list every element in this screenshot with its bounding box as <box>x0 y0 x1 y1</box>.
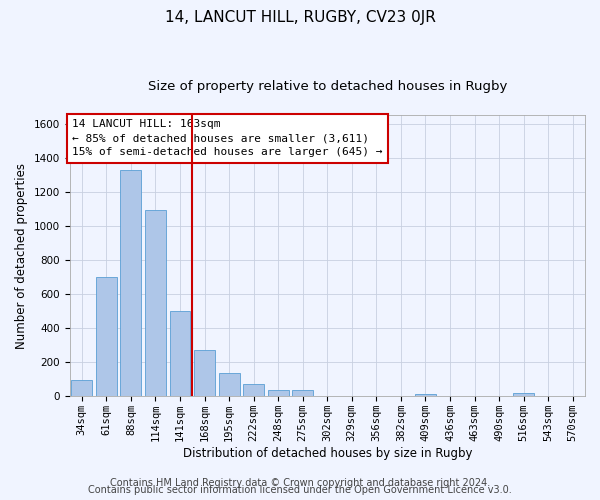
Bar <box>513 393 534 396</box>
Bar <box>218 373 239 396</box>
Title: Size of property relative to detached houses in Rugby: Size of property relative to detached ho… <box>148 80 507 93</box>
Bar <box>415 394 436 396</box>
Text: Contains HM Land Registry data © Crown copyright and database right 2024.: Contains HM Land Registry data © Crown c… <box>110 478 490 488</box>
X-axis label: Distribution of detached houses by size in Rugby: Distribution of detached houses by size … <box>182 447 472 460</box>
Bar <box>268 390 289 396</box>
Text: Contains public sector information licensed under the Open Government Licence v3: Contains public sector information licen… <box>88 485 512 495</box>
Bar <box>121 170 142 396</box>
Bar <box>243 384 264 396</box>
Y-axis label: Number of detached properties: Number of detached properties <box>15 162 28 348</box>
Bar <box>71 380 92 396</box>
Bar <box>170 311 190 396</box>
Bar <box>145 210 166 396</box>
Bar <box>194 350 215 397</box>
Text: 14, LANCUT HILL, RUGBY, CV23 0JR: 14, LANCUT HILL, RUGBY, CV23 0JR <box>164 10 436 25</box>
Bar <box>292 390 313 396</box>
Text: 14 LANCUT HILL: 163sqm
← 85% of detached houses are smaller (3,611)
15% of semi-: 14 LANCUT HILL: 163sqm ← 85% of detached… <box>72 119 383 157</box>
Bar <box>96 277 117 396</box>
